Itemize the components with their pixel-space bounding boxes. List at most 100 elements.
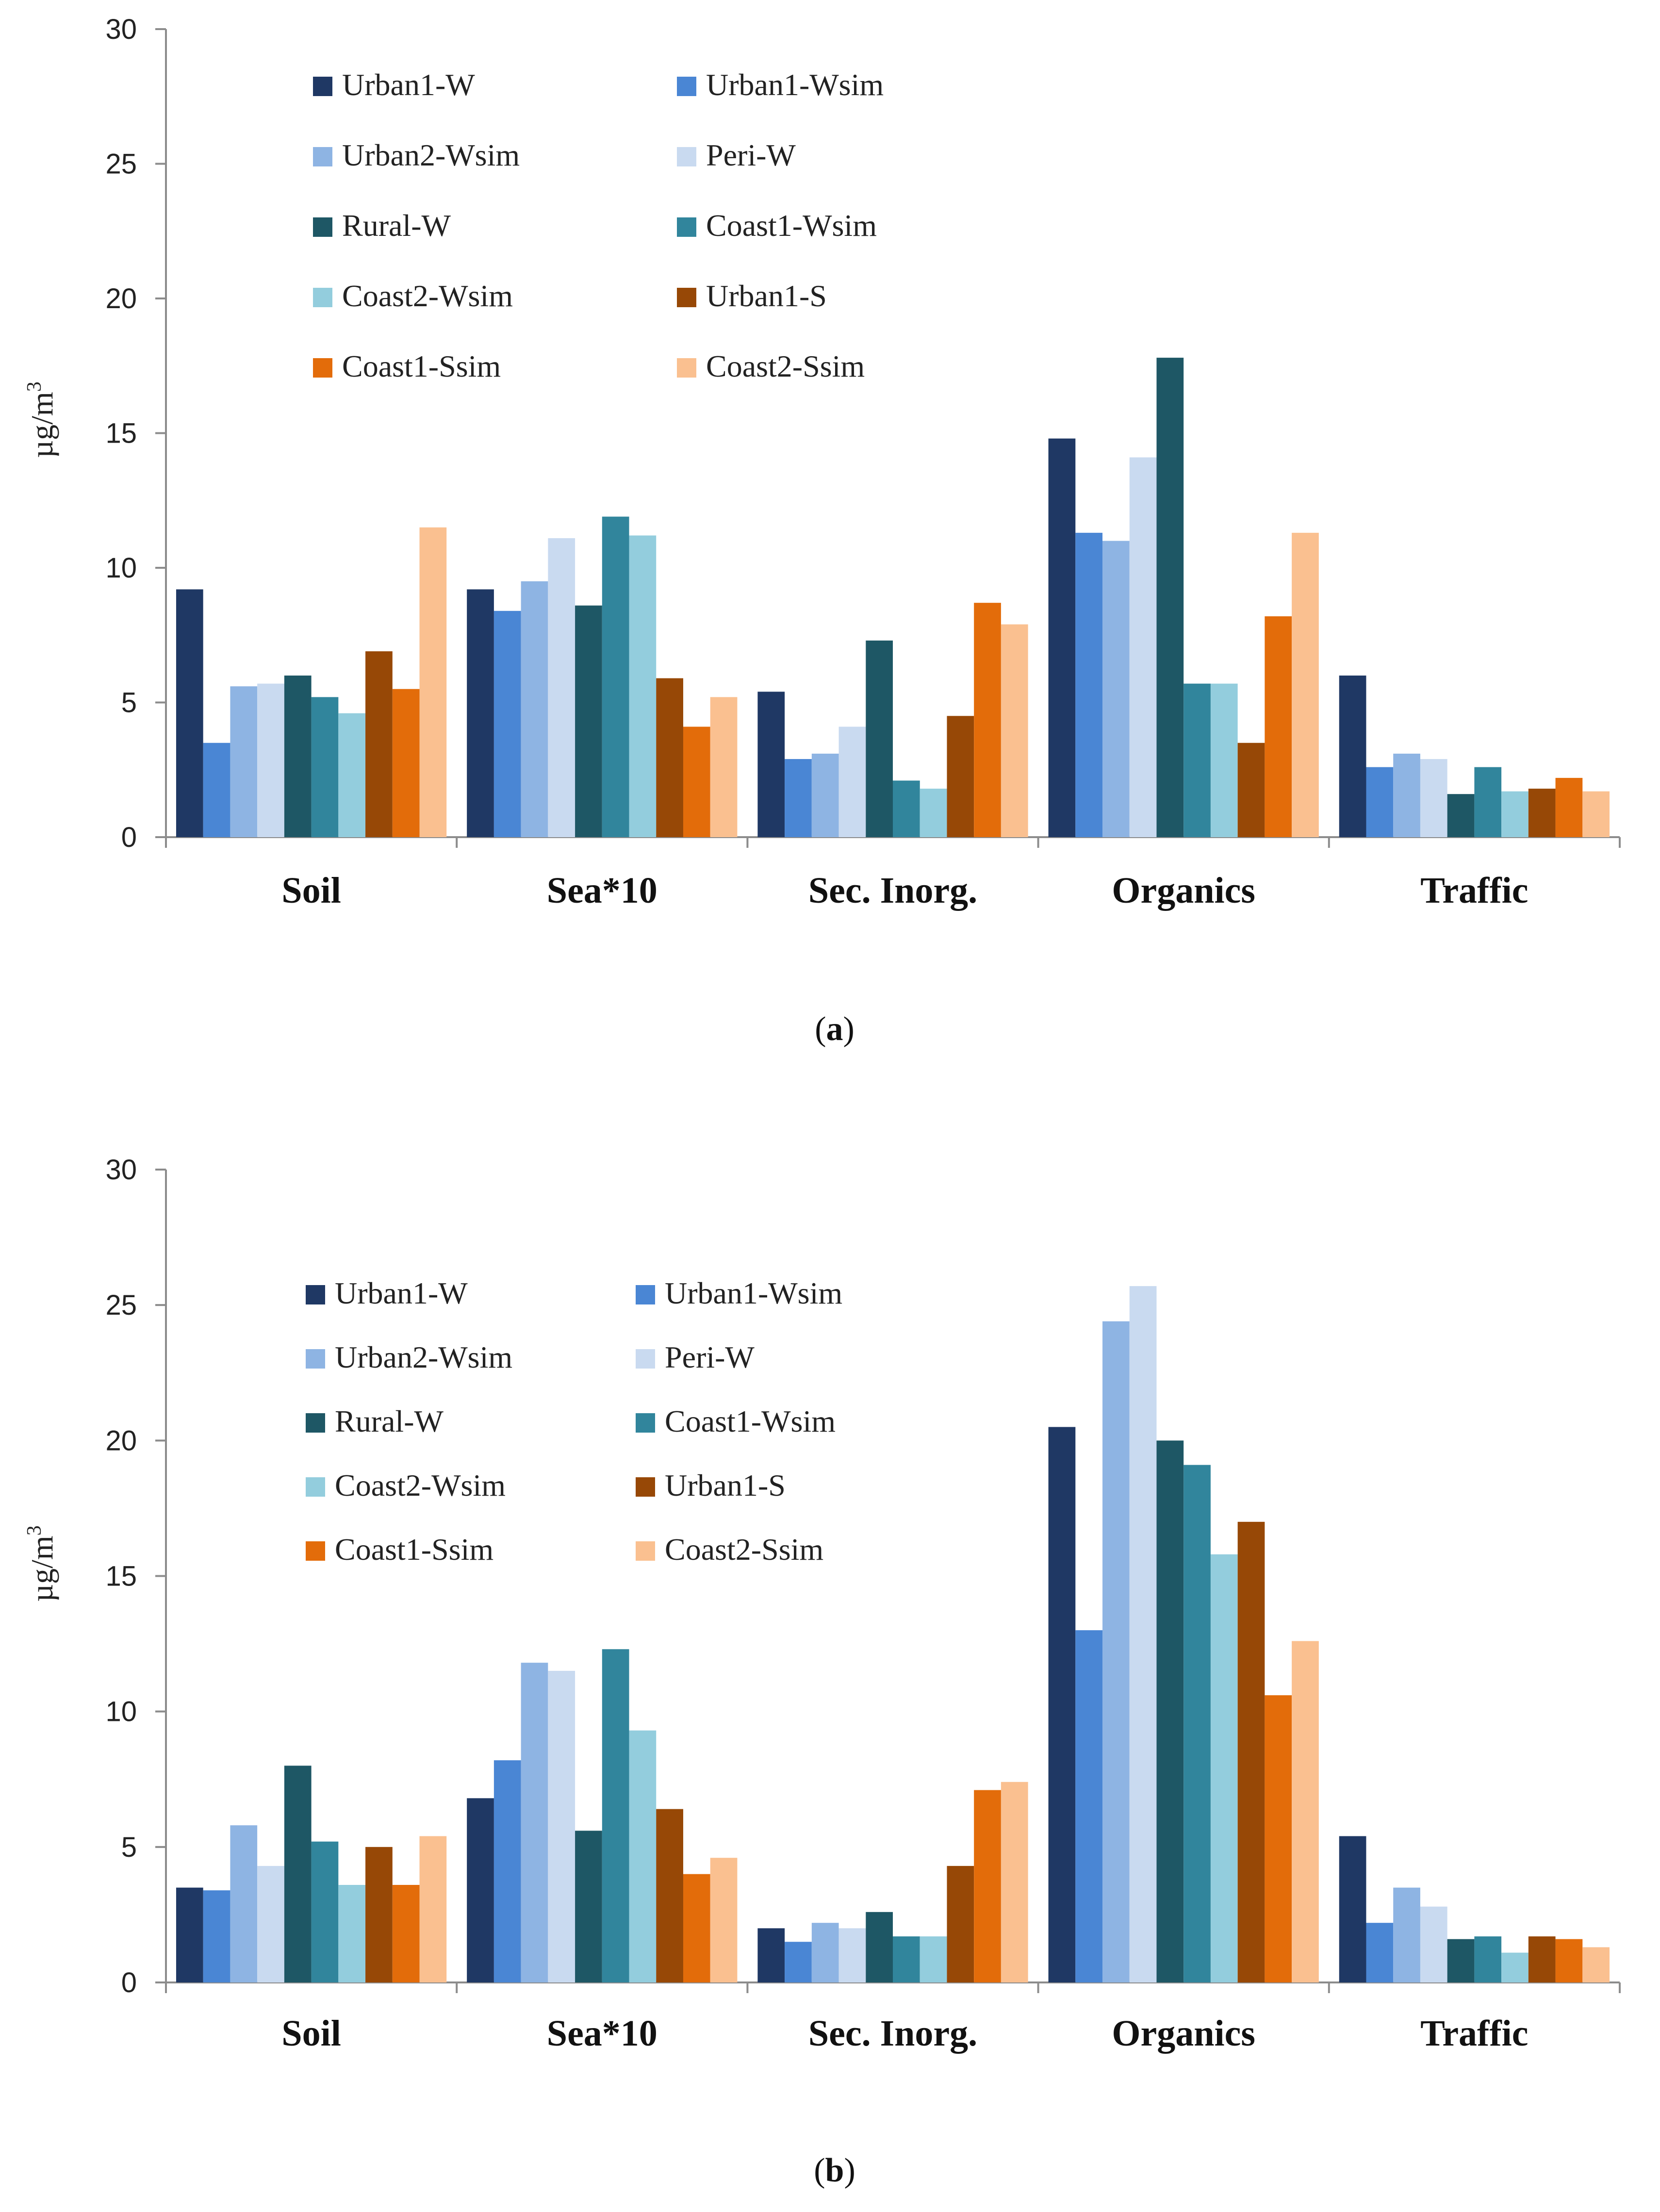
bar — [974, 603, 1001, 837]
bar — [1048, 438, 1076, 837]
bar — [1501, 1952, 1529, 1982]
legend-label: Peri-W — [665, 1340, 755, 1374]
bar — [1210, 1554, 1238, 1982]
bar — [230, 1825, 258, 1982]
bar — [1366, 1923, 1394, 1982]
bar — [176, 589, 203, 837]
bar — [493, 1760, 521, 1982]
bar — [710, 697, 738, 837]
bar — [230, 686, 258, 837]
legend-swatch — [636, 1285, 655, 1304]
legend-swatch — [313, 147, 332, 166]
bar — [311, 1841, 339, 1982]
bar — [656, 678, 683, 837]
legend-swatch — [677, 77, 696, 96]
legend-swatch — [313, 77, 332, 96]
bar — [1420, 1906, 1447, 1982]
bar — [521, 581, 548, 837]
bar — [683, 726, 710, 837]
bar — [575, 1831, 602, 1982]
bar — [392, 689, 420, 837]
legend-label: Urban1-Wsim — [665, 1276, 842, 1310]
bar — [203, 1890, 230, 1982]
legend-label: Coast2-Wsim — [342, 279, 513, 313]
y-tick-label: 10 — [105, 1696, 137, 1728]
legend-label: Coast2-Ssim — [706, 349, 865, 383]
y-tick-label: 0 — [121, 1967, 137, 1998]
legend-swatch — [677, 358, 696, 378]
legend-label: Coast2-Wsim — [335, 1468, 506, 1502]
legend-swatch — [306, 1477, 325, 1497]
bar — [1102, 541, 1130, 837]
bar — [1237, 1521, 1265, 1982]
bar — [392, 1885, 420, 1982]
legend-swatch — [636, 1541, 655, 1561]
legend-swatch — [636, 1477, 655, 1497]
category-label: Organics — [1112, 870, 1255, 911]
bar — [521, 1663, 548, 1982]
legend-label: Peri-W — [706, 138, 796, 172]
bar — [1339, 1836, 1366, 1982]
legend-label: Coast2-Ssim — [665, 1532, 823, 1567]
bar — [284, 1766, 312, 1982]
bar — [920, 1936, 947, 1982]
category-label: Soil — [281, 2013, 341, 2054]
legend-label: Urban1-W — [335, 1276, 468, 1310]
bar — [811, 1923, 839, 1982]
bar — [203, 743, 230, 837]
category-label: Sea*10 — [547, 870, 657, 911]
y-tick-label: 20 — [105, 283, 137, 314]
bar — [176, 1887, 203, 1982]
category-label: Sec. Inorg. — [808, 870, 977, 911]
y-tick-label: 10 — [105, 552, 137, 584]
bar — [683, 1874, 710, 1982]
bar — [1420, 759, 1447, 837]
category-label: Organics — [1112, 2013, 1255, 2054]
bar — [1447, 1939, 1475, 1982]
bar — [419, 1836, 447, 1982]
bar — [1075, 532, 1103, 837]
y-tick-label: 15 — [105, 418, 137, 449]
bar — [893, 1936, 920, 1982]
bar — [1339, 676, 1366, 837]
bar — [920, 789, 947, 837]
bar — [338, 1885, 366, 1982]
bar — [629, 1730, 657, 1982]
legend-label: Urban1-S — [706, 279, 827, 313]
bar — [1393, 753, 1420, 837]
bar — [257, 1865, 284, 1982]
bar — [1183, 1465, 1211, 1982]
bar — [602, 516, 629, 837]
category-label: Sea*10 — [547, 2013, 657, 2054]
category-label: Traffic — [1420, 2013, 1528, 2054]
bar — [1582, 1947, 1610, 1982]
bar — [757, 1928, 785, 1982]
chart-panel-b: µg/m3 0 5 10 15 20 25 30 Soil Sea*10 Sec. Inorg. O… — [23, 1154, 1621, 2054]
bar — [1474, 767, 1502, 837]
y-tick-label: 25 — [105, 1289, 137, 1321]
panel-label-a: (a) — [815, 1010, 855, 1048]
legend-label: Urban2-Wsim — [335, 1340, 512, 1374]
bar — [467, 589, 494, 837]
legend-swatch — [677, 288, 696, 307]
y-tick-label: 5 — [121, 687, 137, 719]
bar — [838, 1928, 866, 1982]
y-axis-label: µg/m3 — [23, 1525, 59, 1601]
bar — [1393, 1887, 1420, 1982]
bar — [1292, 532, 1319, 837]
y-axis-label: µg/m3 — [23, 381, 59, 458]
bar — [1555, 777, 1583, 837]
legend-swatch — [313, 217, 332, 237]
legend-label: Coast1-Wsim — [665, 1404, 836, 1438]
bar — [1582, 791, 1610, 837]
bar — [1447, 794, 1475, 837]
bar — [1156, 358, 1184, 837]
bar — [1129, 1286, 1157, 1982]
legend-swatch — [677, 147, 696, 166]
y-tick-label: 0 — [121, 822, 137, 853]
legend-swatch — [306, 1541, 325, 1561]
legend-swatch — [636, 1413, 655, 1433]
legend-swatch — [636, 1349, 655, 1369]
category-label: Soil — [281, 870, 341, 911]
